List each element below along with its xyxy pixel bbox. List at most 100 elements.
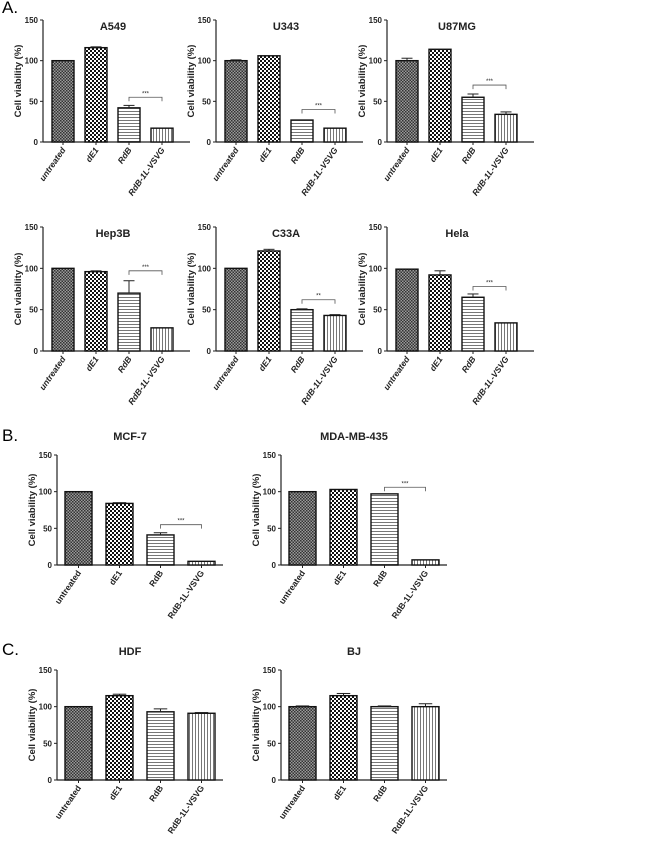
y-tick-label: 150: [198, 223, 212, 232]
x-tick-label: dE1: [257, 354, 274, 373]
y-tick-label: 100: [39, 488, 53, 497]
y-tick-label: 150: [25, 223, 39, 232]
significance-label: ***: [177, 519, 185, 525]
chart-title: A549: [100, 21, 126, 33]
significance-label: ***: [401, 481, 409, 487]
x-tick-label: dE1: [84, 145, 101, 164]
x-tick-label: RdB: [371, 783, 389, 803]
chart-title: C33A: [272, 228, 300, 240]
significance-label: ***: [142, 91, 150, 97]
x-tick-label: untreated: [381, 354, 412, 392]
y-axis-label: Cell viability (%): [251, 689, 262, 762]
x-tick-label: untreated: [277, 783, 307, 820]
bar-de1: [329, 488, 358, 566]
bar-de1: [84, 46, 108, 143]
x-tick-label: untreated: [277, 568, 307, 605]
y-tick-label: 50: [29, 306, 38, 315]
bar-rdb: [117, 292, 141, 352]
y-tick-label: 50: [29, 97, 38, 106]
bar-rdb-1l-vsvg: [150, 327, 174, 352]
x-tick-label: dE1: [84, 354, 101, 373]
y-tick-label: 50: [373, 306, 382, 315]
y-tick-label: 0: [272, 776, 277, 785]
bar-rdb: [461, 96, 485, 143]
y-tick-label: 100: [369, 57, 383, 66]
y-tick-label: 50: [43, 739, 52, 748]
y-tick-label: 150: [198, 16, 212, 25]
significance-label: ***: [315, 103, 323, 109]
x-tick-label: RdB: [371, 568, 389, 588]
x-tick-label: dE1: [331, 568, 348, 587]
x-tick-label: untreated: [53, 568, 83, 605]
bar-de1: [428, 48, 452, 143]
bar-untreated: [288, 705, 317, 781]
bar-rdb-1l-vsvg: [323, 314, 347, 352]
y-tick-label: 150: [369, 223, 383, 232]
y-tick-label: 150: [369, 16, 383, 25]
x-tick-label: RdB: [115, 354, 133, 374]
x-tick-label: untreated: [53, 783, 83, 820]
x-tick-label: RdB-1L-VSVG: [389, 568, 430, 620]
x-tick-label: dE1: [428, 354, 445, 373]
bar-de1: [329, 694, 358, 781]
bar-rdb: [370, 493, 399, 566]
bar-rdb: [461, 296, 485, 352]
x-tick-label: RdB: [459, 145, 477, 165]
x-tick-label: untreated: [210, 145, 241, 183]
x-tick-label: RdB: [115, 145, 133, 165]
bar-untreated: [395, 268, 419, 352]
y-tick-label: 100: [263, 488, 277, 497]
y-tick-label: 100: [25, 57, 39, 66]
y-tick-label: 0: [207, 138, 212, 147]
bar-rdb: [290, 308, 314, 352]
y-tick-label: 0: [207, 347, 212, 356]
significance-bracket: [128, 96, 163, 102]
significance-bracket: [301, 109, 336, 114]
y-tick-label: 50: [373, 97, 382, 106]
x-tick-label: dE1: [107, 568, 124, 587]
chart-title: Hep3B: [96, 228, 131, 240]
x-tick-label: RdB: [147, 568, 165, 588]
x-tick-label: RdB: [288, 354, 306, 374]
panel-label-b: B.: [2, 426, 19, 445]
y-tick-label: 50: [267, 524, 276, 533]
panel-label-a: A.: [2, 0, 19, 17]
y-tick-label: 150: [25, 16, 39, 25]
x-tick-label: RdB: [459, 354, 477, 374]
x-tick-label: dE1: [107, 783, 124, 802]
bar-untreated: [395, 59, 419, 143]
x-tick-label: dE1: [331, 783, 348, 802]
x-tick-label: RdB-1L-VSVG: [389, 783, 430, 835]
significance-label: ***: [486, 281, 494, 287]
x-tick-label: RdB-1L-VSVG: [165, 783, 206, 835]
y-tick-label: 100: [198, 57, 212, 66]
y-axis-label: Cell viability (%): [27, 689, 38, 762]
chart-title: BJ: [347, 646, 361, 658]
y-tick-label: 0: [272, 561, 277, 570]
y-tick-label: 100: [39, 703, 53, 712]
y-tick-label: 150: [263, 451, 277, 460]
y-tick-label: 0: [48, 561, 53, 570]
chart-title: MDA-MB-435: [320, 431, 388, 443]
bar-rdb-1l-vsvg: [187, 560, 216, 566]
chart-title: U343: [273, 21, 299, 33]
y-tick-label: 100: [263, 703, 277, 712]
significance-bracket: [472, 84, 507, 90]
significance-bracket: [128, 270, 163, 275]
y-tick-label: 150: [39, 666, 53, 675]
y-axis-label: Cell viability (%): [13, 253, 24, 326]
bar-rdb-1l-vsvg: [411, 559, 440, 566]
bar-untreated: [51, 267, 75, 352]
x-tick-label: RdB-1L-VSVG: [165, 568, 206, 620]
significance-bracket: [472, 286, 507, 291]
bar-untreated: [288, 490, 317, 566]
x-tick-label: untreated: [37, 354, 68, 392]
y-tick-label: 150: [263, 666, 277, 675]
x-tick-label: untreated: [37, 145, 68, 183]
y-axis-label: Cell viability (%): [13, 45, 24, 118]
bar-rdb: [146, 534, 175, 566]
y-tick-label: 100: [25, 264, 39, 273]
y-axis-label: Cell viability (%): [186, 45, 197, 118]
bar-rdb-1l-vsvg: [187, 712, 216, 781]
